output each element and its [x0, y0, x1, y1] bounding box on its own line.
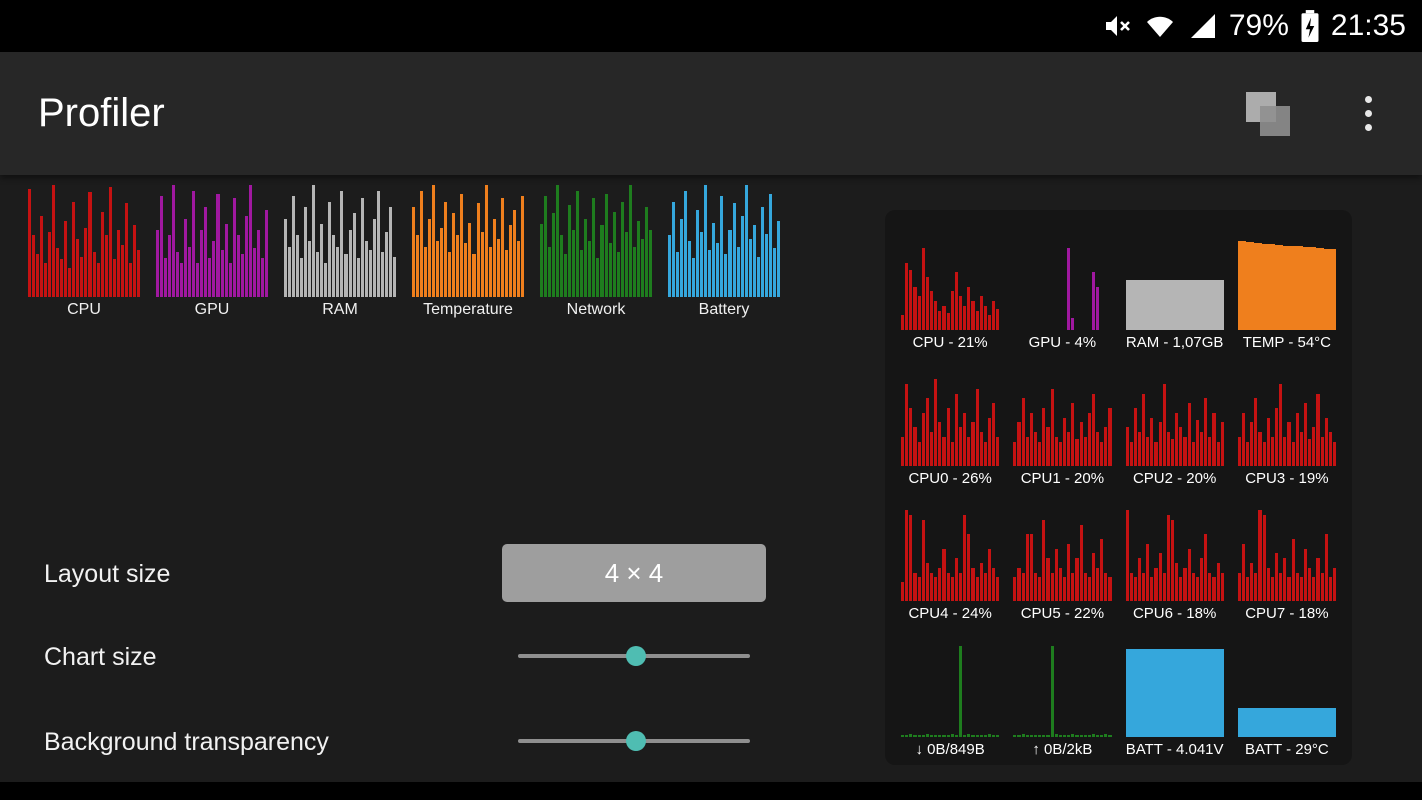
preview-cell-cpu3: CPU3 - 19%	[1236, 354, 1338, 490]
layout-size-label: Layout size	[44, 560, 171, 588]
preview-cell-net-up: ↑ 0B/2kB	[1011, 625, 1113, 761]
chart-size-slider[interactable]	[518, 644, 750, 668]
preview-cell-cpu6: CPU6 - 18%	[1124, 490, 1226, 626]
preview-chart	[1125, 234, 1224, 330]
battery-mini-chart	[668, 185, 780, 297]
chart-type-label: CPU	[67, 301, 101, 318]
preview-chart-label: BATT - 29°C	[1244, 741, 1329, 758]
network-mini-chart	[540, 185, 652, 297]
preview-cell-gpu: GPU - 4%	[1011, 218, 1113, 354]
page-title: Profiler	[38, 91, 165, 135]
preview-chart	[901, 234, 1000, 330]
preview-chart-label: CPU1 - 20%	[1020, 469, 1105, 487]
preview-chart-label: CPU - 21%	[912, 333, 988, 351]
app-bar-actions	[1240, 52, 1396, 175]
app-bar: Profiler	[0, 52, 1422, 175]
preview-chart-label: CPU3 - 19%	[1245, 469, 1329, 487]
slider-thumb[interactable]	[626, 646, 647, 666]
preview-chart	[901, 506, 1000, 602]
preview-cell-cpu1: CPU1 - 20%	[1011, 354, 1113, 490]
preview-chart-label: ↓ 0B/849B	[915, 741, 985, 758]
chart-type-label: Temperature	[423, 301, 513, 318]
chart-type-label: GPU	[194, 301, 230, 318]
chart-type-temperature[interactable]: Temperature	[412, 185, 524, 319]
chart-type-battery[interactable]: Battery	[668, 185, 780, 319]
preview-cell-cpu: CPU - 21%	[899, 218, 1001, 354]
temperature-mini-chart	[412, 185, 524, 297]
preview-cell-net-down: ↓ 0B/849B	[899, 625, 1001, 761]
overflow-menu-button[interactable]	[1340, 86, 1396, 142]
slider-thumb[interactable]	[626, 731, 647, 751]
preview-chart	[1013, 641, 1112, 737]
preview-cell-batt-voltage: BATT - 4.041V	[1124, 625, 1226, 761]
chart-type-gpu[interactable]: GPU	[156, 185, 268, 319]
preview-cell-batt-temp: BATT - 29°C	[1236, 625, 1338, 761]
chart-size-label: Chart size	[44, 643, 157, 671]
preview-chart	[1237, 234, 1336, 330]
mute-icon	[1101, 10, 1133, 42]
battery-icon	[1299, 9, 1321, 43]
preview-chart-label: CPU2 - 20%	[1132, 469, 1217, 487]
chart-type-label: Battery	[698, 301, 750, 318]
preview-chart	[1237, 370, 1336, 466]
overlay-icon	[1244, 90, 1292, 138]
preview-chart	[1125, 370, 1224, 466]
chart-type-label: RAM	[322, 301, 358, 318]
preview-chart-label: CPU6 - 18%	[1132, 605, 1217, 623]
preview-chart-label: BATT - 4.041V	[1125, 741, 1224, 758]
bottom-nav-strip	[0, 782, 1422, 800]
preview-chart-label: CPU0 - 26%	[908, 469, 992, 487]
layout-size-button[interactable]: 4 × 4	[502, 544, 766, 602]
preview-chart	[1237, 506, 1336, 602]
clock: 21:35	[1330, 9, 1406, 42]
chart-type-ram[interactable]: RAM	[284, 185, 396, 319]
preview-cell-cpu7: CPU7 - 18%	[1236, 490, 1338, 626]
overlay-button[interactable]	[1240, 86, 1296, 142]
battery-percent: 79%	[1228, 9, 1289, 42]
chart-type-selector: CPU GPU RAM Temperature Network Battery	[28, 185, 780, 319]
preview-chart-label: CPU5 - 22%	[1020, 605, 1105, 623]
preview-chart-label: GPU - 4%	[1028, 333, 1097, 351]
chart-type-network[interactable]: Network	[540, 185, 652, 319]
preview-cell-cpu5: CPU5 - 22%	[1011, 490, 1113, 626]
preview-cell-cpu2: CPU2 - 20%	[1124, 354, 1226, 490]
preview-cell-cpu0: CPU0 - 26%	[899, 354, 1001, 490]
preview-cell-temp: TEMP - 54°C	[1236, 218, 1338, 354]
preview-chart-label: TEMP - 54°C	[1242, 333, 1331, 351]
widget-preview-panel: CPU - 21% GPU - 4% RAM - 1,07GB TEMP - 5…	[885, 210, 1352, 765]
preview-chart	[1125, 641, 1224, 737]
preview-chart	[1237, 641, 1336, 737]
preview-chart-label: RAM - 1,07GB	[1125, 333, 1224, 351]
ram-mini-chart	[284, 185, 396, 297]
gpu-mini-chart	[156, 185, 268, 297]
background-transparency-slider[interactable]	[518, 729, 750, 753]
signal-icon	[1187, 10, 1219, 42]
cpu-mini-chart	[28, 185, 140, 297]
preview-chart	[1013, 506, 1112, 602]
background-transparency-label: Background transparency	[44, 728, 329, 756]
preview-chart	[901, 370, 1000, 466]
preview-chart-label: CPU7 - 18%	[1245, 605, 1329, 623]
preview-chart	[1013, 370, 1112, 466]
preview-cell-ram: RAM - 1,07GB	[1124, 218, 1226, 354]
preview-chart-label: CPU4 - 24%	[908, 605, 992, 623]
chart-type-cpu[interactable]: CPU	[28, 185, 140, 319]
overflow-menu-icon	[1364, 96, 1372, 131]
preview-chart	[1125, 506, 1224, 602]
preview-cell-cpu4: CPU4 - 24%	[899, 490, 1001, 626]
wifi-icon	[1143, 11, 1177, 41]
chart-type-label: Network	[566, 301, 626, 318]
preview-chart-label: ↑ 0B/2kB	[1032, 741, 1093, 758]
status-bar: 79% 21:35	[0, 0, 1422, 52]
preview-chart	[1013, 234, 1111, 330]
preview-chart	[901, 641, 1000, 737]
